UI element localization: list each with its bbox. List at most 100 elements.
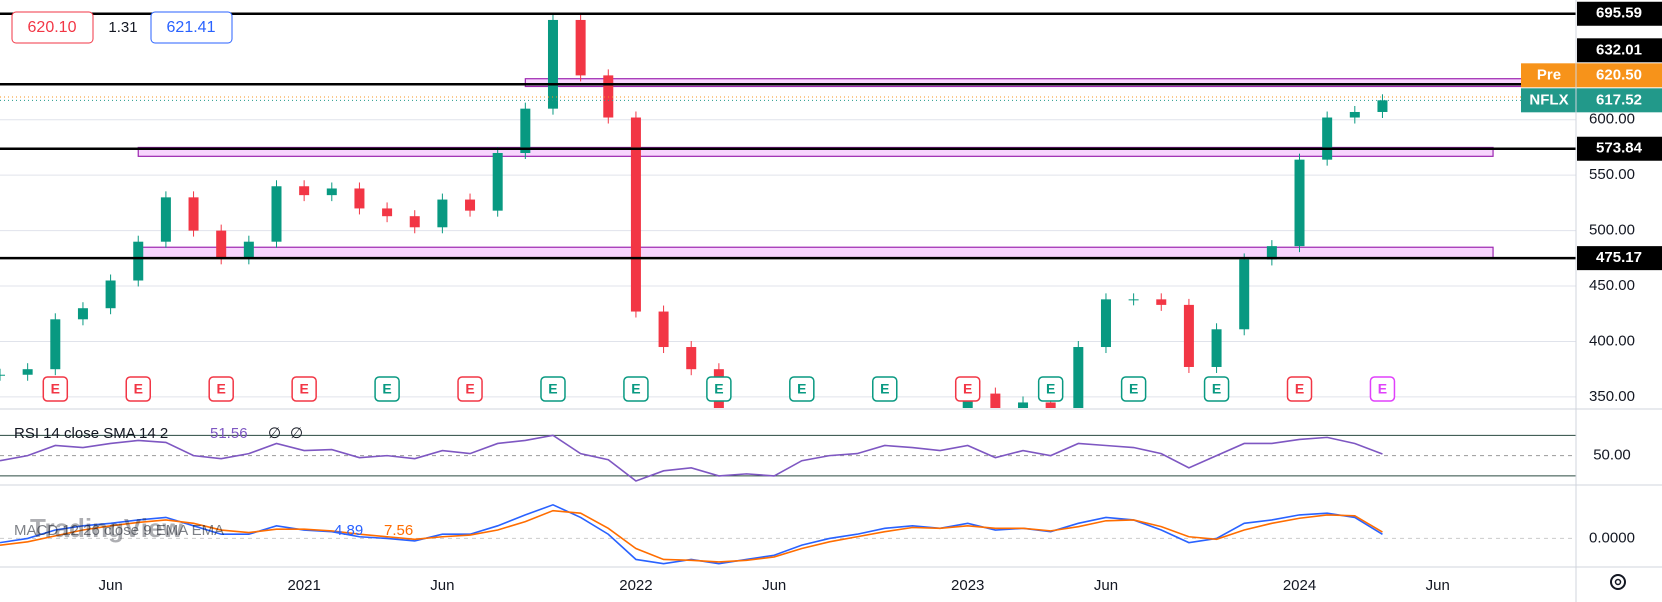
candle	[990, 393, 1001, 408]
gear[interactable]	[1610, 574, 1626, 590]
premarket-tag-caption: Pre	[1537, 66, 1561, 83]
rsi-pane	[0, 434, 1576, 482]
macd-legend: MACD 12 26 close 9 EMA EMA	[14, 522, 224, 539]
y-tick-label: 500.00	[1589, 222, 1635, 239]
x-tick-label: Jun	[1426, 577, 1450, 594]
candle	[1045, 402, 1056, 408]
earnings-marker[interactable]	[291, 376, 317, 402]
x-tick-label: Jun	[762, 577, 786, 594]
earnings-marker[interactable]	[374, 376, 400, 402]
overlay: Jun 2021 Jun 2022 Jun 2023 Jun 2024 Jun 350.00 400…	[14, 1, 1662, 594]
macd-legend-value: 7.56	[384, 522, 413, 539]
candle	[1294, 159, 1305, 247]
level-tag-value: 632.01	[1596, 41, 1642, 58]
candle	[77, 308, 88, 320]
earnings-marker[interactable]	[789, 376, 815, 402]
candle	[1073, 347, 1084, 408]
candle	[437, 199, 448, 228]
earnings-marker[interactable]	[42, 376, 69, 402]
candle	[1377, 100, 1388, 112]
premarket-tag-value: 620.50	[1596, 66, 1642, 83]
last-price-tag-value: 617.52	[1596, 91, 1642, 108]
earnings-marker[interactable]	[1369, 376, 1396, 402]
earnings-label: E	[217, 381, 226, 397]
last-price-tag-caption: NFLX	[1529, 91, 1568, 108]
candle	[603, 75, 614, 118]
y-tick-label: 400.00	[1589, 332, 1635, 349]
candle	[22, 369, 33, 375]
earnings-marker[interactable]	[954, 376, 981, 402]
candle	[1128, 299, 1139, 301]
candle	[1018, 402, 1029, 408]
earnings-label: E	[134, 381, 143, 397]
earnings-label: E	[465, 381, 474, 397]
earnings-label: E	[1129, 381, 1138, 397]
x-tick-label: 2022	[619, 577, 652, 594]
candle	[271, 186, 282, 242]
candle	[354, 188, 365, 209]
candle	[1100, 299, 1111, 348]
earnings-label: E	[1212, 381, 1221, 397]
settings-icon[interactable]	[1610, 574, 1626, 590]
earnings-marker[interactable]	[1203, 376, 1230, 402]
earnings-label: E	[51, 381, 60, 397]
last-price-tag	[1577, 88, 1662, 113]
candle	[326, 188, 337, 196]
watermark: TradingView	[30, 513, 183, 543]
macd-tick-label: 0.0000	[1589, 529, 1635, 546]
earnings-label: E	[1378, 381, 1387, 397]
macd-pane	[0, 503, 1576, 565]
earnings-label: E	[548, 381, 557, 397]
candle	[686, 347, 697, 370]
earnings-marker[interactable]	[208, 376, 234, 402]
candle	[492, 153, 503, 211]
earnings-label: E	[382, 381, 391, 397]
x-tick-label: Jun	[1094, 577, 1118, 594]
last-price-tag-caption-bg	[1521, 88, 1577, 113]
gear-center	[1614, 578, 1622, 586]
candle	[520, 108, 531, 153]
earnings-label: E	[963, 381, 972, 397]
macd-line	[0, 503, 1383, 565]
earnings-marker[interactable]	[1037, 376, 1064, 402]
rsi-legend-extra: ∅	[290, 425, 303, 442]
bid-box[interactable]	[11, 11, 94, 44]
earnings-label: E	[714, 381, 723, 397]
level-tag	[1577, 38, 1662, 63]
earnings-marker[interactable]	[706, 376, 732, 402]
rsi-legend: RSI 14 close SMA 14 2	[14, 425, 168, 442]
earnings-marker[interactable]	[1120, 376, 1147, 402]
x-tick-label: Jun	[99, 577, 123, 594]
earnings-marker[interactable]	[540, 376, 566, 402]
candle	[243, 241, 254, 259]
level-tag-value: 573.84	[1596, 140, 1643, 157]
zone	[137, 146, 1494, 157]
y-tick-label: 450.00	[1589, 277, 1635, 294]
y-tick-label: 350.00	[1589, 388, 1635, 405]
earnings-label: E	[1295, 381, 1304, 397]
rsi-legend-value: 51.56	[210, 425, 248, 442]
earnings-marker[interactable]	[1286, 376, 1313, 402]
level-tag	[1577, 136, 1662, 161]
candle	[575, 19, 586, 76]
earnings-marker[interactable]	[872, 376, 898, 402]
candle	[188, 197, 199, 231]
candle	[1322, 117, 1333, 160]
earnings-marker[interactable]	[457, 376, 483, 402]
premarket-tag	[1577, 63, 1662, 88]
premarket-tag-caption-bg	[1521, 63, 1577, 88]
y-tick-label: 600.00	[1589, 111, 1635, 128]
rsi-tick-label: 50.00	[1593, 447, 1631, 464]
candle	[409, 216, 420, 228]
candle	[630, 117, 641, 312]
grid	[0, 119, 1576, 398]
candle	[216, 230, 227, 259]
earnings-marker[interactable]	[125, 376, 151, 402]
candle	[105, 280, 116, 309]
ask-box[interactable]	[150, 11, 233, 44]
earnings-marker[interactable]	[623, 376, 649, 402]
level-tag-value: 475.17	[1596, 249, 1642, 266]
candle	[1183, 304, 1194, 367]
candle	[658, 311, 669, 348]
